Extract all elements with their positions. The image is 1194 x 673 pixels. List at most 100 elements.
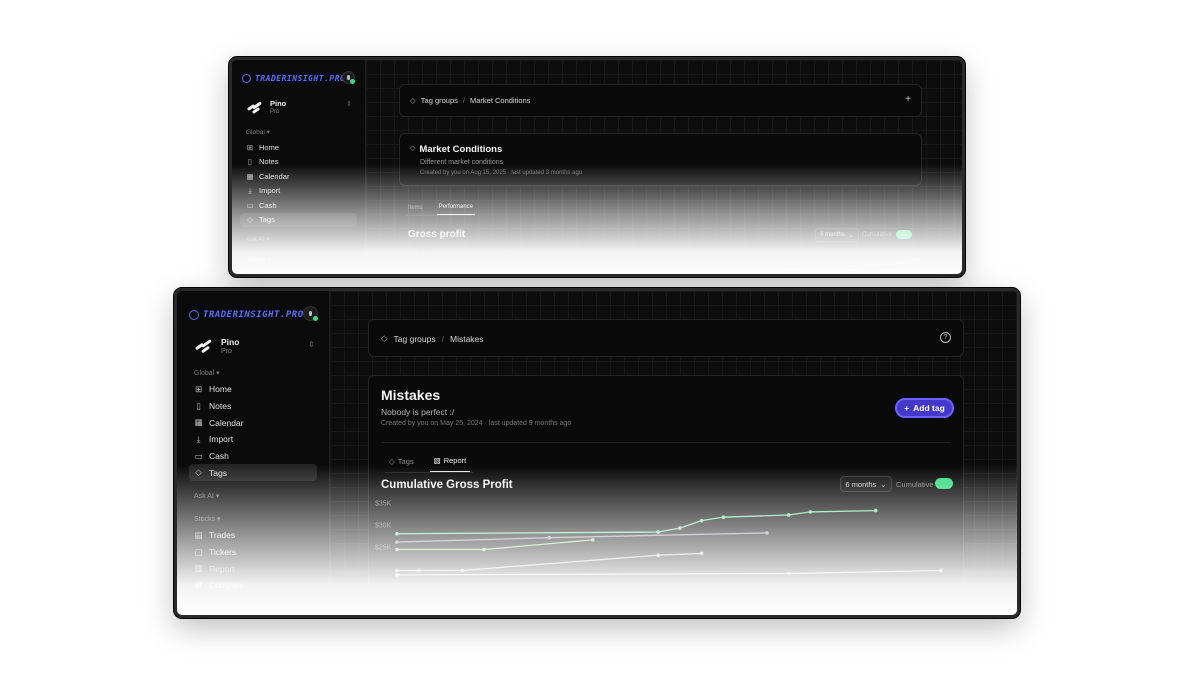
series-0-point-1[interactable] bbox=[656, 530, 660, 534]
nav-import[interactable]: ⤓ Import bbox=[189, 431, 317, 448]
section-global: Global ▾ bbox=[194, 370, 220, 377]
nav-notes[interactable]: ▯ Notes bbox=[189, 398, 317, 415]
nav-import[interactable]: ⤓ Import bbox=[240, 184, 357, 199]
user-switcher[interactable]: Pino Pro ⇕ bbox=[194, 337, 315, 357]
nav-tags[interactable]: ◇ Tags bbox=[189, 464, 317, 482]
cumulative-toggle[interactable] bbox=[935, 478, 953, 489]
grid-icon: ⊞ bbox=[246, 142, 254, 152]
logo-icon bbox=[189, 310, 199, 320]
series-3-point-2[interactable] bbox=[460, 568, 465, 573]
series-0-point-3[interactable] bbox=[699, 518, 704, 523]
tag-icon: ◇ bbox=[410, 145, 416, 152]
nav-compare[interactable]: ⇄ Compare bbox=[194, 579, 244, 591]
series-4-point-1[interactable] bbox=[786, 571, 791, 576]
series-4-point-2[interactable] bbox=[939, 568, 943, 573]
logo-icon bbox=[242, 74, 251, 83]
tag-icon: ◇ bbox=[381, 333, 388, 343]
download-icon: ⤓ bbox=[196, 433, 201, 444]
user-plan: Pro bbox=[221, 348, 232, 355]
page-meta: Created by you on Aug 15, 2025 · last up… bbox=[420, 170, 583, 176]
section-global: Global ▾ bbox=[246, 129, 270, 136]
back-device-screen: TRADERINSIGHT.PRO Pino Pro ⇕ Global ▾ bbox=[229, 57, 965, 277]
chevron-updown-icon: ⇕ bbox=[308, 340, 315, 349]
page-subtitle: Different market conditions bbox=[420, 159, 504, 166]
series-1-point-1[interactable] bbox=[547, 535, 552, 540]
user-switcher[interactable]: Pino Pro ⇕ bbox=[246, 99, 352, 117]
series-3-point-1[interactable] bbox=[416, 568, 421, 573]
tab-performance[interactable]: Performance bbox=[436, 204, 476, 215]
series-2-point-2[interactable] bbox=[591, 538, 595, 542]
brand-name: TRADERINSIGHT.PRO bbox=[203, 310, 304, 320]
nav-calendar[interactable]: ▦ Calendar bbox=[246, 171, 290, 181]
breadcrumb-root[interactable]: Tag groups bbox=[420, 96, 458, 105]
front-content-panel: Mistakes Nobody is perfect :/ Created by… bbox=[368, 375, 964, 615]
series-3-point-0[interactable] bbox=[395, 568, 399, 573]
series-4-point-0[interactable] bbox=[395, 573, 399, 577]
tab-report[interactable]: ▧ Report bbox=[429, 456, 471, 472]
series-3-point-3[interactable] bbox=[656, 553, 660, 557]
user-plan: Pro bbox=[270, 109, 280, 115]
nav-home[interactable]: ⊞ Home bbox=[194, 383, 232, 395]
series-0-point-4[interactable] bbox=[721, 515, 726, 519]
back-chart-preview bbox=[696, 257, 923, 273]
front-stocks-nav: ▤ Trades ▢ Tickers ▥ Report ⇄ Compare bbox=[177, 527, 329, 594]
range-select[interactable]: 6 months ⌄ bbox=[840, 476, 892, 492]
series-0-point-0[interactable] bbox=[395, 531, 399, 536]
nav-cash[interactable]: ▭ Cash bbox=[194, 450, 229, 462]
breadcrumb: ◇ Tag groups / Market Conditions bbox=[410, 96, 531, 105]
mic-icon[interactable] bbox=[303, 306, 318, 321]
series-0-point-6[interactable] bbox=[808, 510, 813, 514]
nav-home[interactable]: ⊞ Home bbox=[246, 142, 280, 152]
series-2-point-1[interactable] bbox=[482, 547, 486, 552]
section-ask-ai: Ask AI ▾ bbox=[194, 493, 220, 500]
nav-report[interactable]: ▥ Report bbox=[194, 563, 235, 574]
tab-items[interactable]: Items bbox=[408, 204, 423, 211]
cumulative-toggle[interactable] bbox=[896, 230, 912, 239]
cumulative-gross-profit-chart: $35K $30K $25K bbox=[375, 501, 943, 577]
help-icon[interactable]: ? bbox=[940, 332, 951, 343]
chart-icon: ▥ bbox=[194, 563, 203, 574]
series-0-point-5[interactable] bbox=[786, 513, 791, 517]
divider bbox=[381, 442, 951, 443]
calendar-icon: ▦ bbox=[246, 171, 254, 181]
breadcrumb-root[interactable]: Tag groups bbox=[393, 333, 436, 344]
page-title: ◇ Market Conditions bbox=[410, 144, 503, 155]
page-title: Mistakes bbox=[381, 387, 441, 403]
user-name: Pino bbox=[221, 337, 240, 347]
plus-icon: + bbox=[904, 403, 910, 413]
nav-calendar[interactable]: ▦ Calendar bbox=[194, 417, 244, 428]
series-0-point-2[interactable] bbox=[678, 526, 682, 530]
compare-icon: ⇄ bbox=[194, 579, 203, 590]
series-0-point-7[interactable] bbox=[873, 508, 878, 513]
front-breadcrumb-bar: ◇ Tag groups / Mistakes ? bbox=[368, 319, 964, 357]
nav-trades[interactable]: ▤ Trades bbox=[194, 529, 236, 541]
front-tabs: ◇ Tags ▧ Report bbox=[385, 456, 473, 473]
page-subtitle: Nobody is perfect :/ bbox=[381, 407, 455, 417]
series-2-point-0[interactable] bbox=[395, 547, 399, 552]
avatar bbox=[194, 339, 212, 355]
back-nav: ⊞ Home ▯ Notes ▦ Calendar ⤓ Import ▭ Cash ◇ Ta… bbox=[232, 140, 365, 227]
back-sidebar: TRADERINSIGHT.PRO Pino Pro ⇕ Global ▾ bbox=[232, 60, 366, 274]
tab-tags[interactable]: ◇ Tags bbox=[389, 456, 414, 466]
nav-notes[interactable]: ▯ Notes bbox=[247, 157, 279, 167]
series-line-3 bbox=[397, 552, 702, 572]
ticker-icon: ▢ bbox=[194, 546, 203, 557]
series-1-point-0[interactable] bbox=[395, 540, 399, 544]
section-stocks: Stocks ▾ bbox=[246, 256, 271, 263]
mic-icon[interactable] bbox=[342, 71, 355, 84]
add-icon[interactable]: + bbox=[905, 94, 911, 105]
file-icon: ▯ bbox=[196, 400, 201, 411]
add-tag-button[interactable]: + Add tag bbox=[895, 398, 954, 418]
nav-cash[interactable]: ▭ Cash bbox=[246, 200, 277, 210]
series-1-point-2[interactable] bbox=[765, 531, 769, 535]
front-nav: ⊞ Home ▯ Notes ▦ Calendar ⤓ Import ▭ Cash ◇ Ta… bbox=[177, 381, 329, 482]
series-3-point-4[interactable] bbox=[699, 551, 704, 556]
range-select[interactable]: 6 months ⌄ bbox=[815, 228, 859, 242]
toggle-label: Cumulative bbox=[896, 480, 934, 489]
brand-logo: TRADERINSIGHT.PRO bbox=[189, 310, 304, 320]
chart-title: Gross profit bbox=[408, 229, 466, 240]
nav-tags[interactable]: ◇ Tags bbox=[240, 212, 357, 227]
front-sidebar: TRADERINSIGHT.PRO Pino Pro ⇕ Global ▾ bbox=[177, 291, 330, 615]
nav-tickers[interactable]: ▢ Tickers bbox=[194, 546, 237, 558]
